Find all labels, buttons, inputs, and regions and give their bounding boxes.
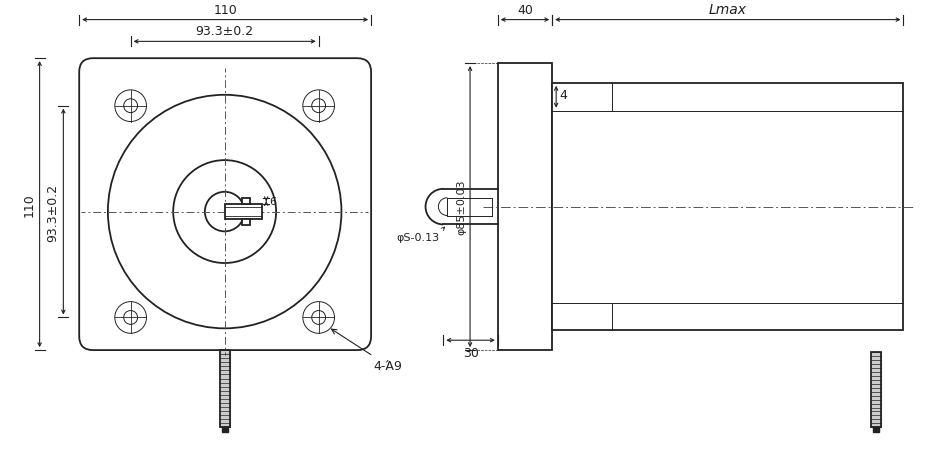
Bar — [225, 205, 262, 219]
Bar — [222, 427, 228, 432]
Bar — [870, 352, 880, 427]
Text: 93.3±0.2: 93.3±0.2 — [195, 25, 253, 38]
Text: 93.3±0.2: 93.3±0.2 — [47, 183, 59, 241]
Bar — [242, 219, 250, 225]
Bar — [551, 84, 902, 331]
Text: φ85±0.03: φ85±0.03 — [456, 179, 466, 235]
Text: Lmax: Lmax — [708, 3, 746, 16]
Text: 6: 6 — [268, 197, 276, 207]
Bar — [497, 64, 551, 350]
Bar — [220, 350, 229, 427]
Bar — [220, 350, 229, 427]
Text: 110: 110 — [213, 4, 237, 16]
Text: 4: 4 — [559, 89, 566, 102]
Text: 110: 110 — [23, 193, 35, 217]
Text: 4-Ά9: 4-Ά9 — [331, 329, 402, 372]
Text: 30: 30 — [462, 346, 478, 359]
Bar — [242, 199, 250, 205]
Text: 40: 40 — [517, 4, 532, 16]
Text: φS-0.13: φS-0.13 — [396, 233, 439, 243]
Bar — [872, 427, 878, 432]
Bar — [870, 352, 880, 427]
FancyBboxPatch shape — [79, 59, 370, 350]
